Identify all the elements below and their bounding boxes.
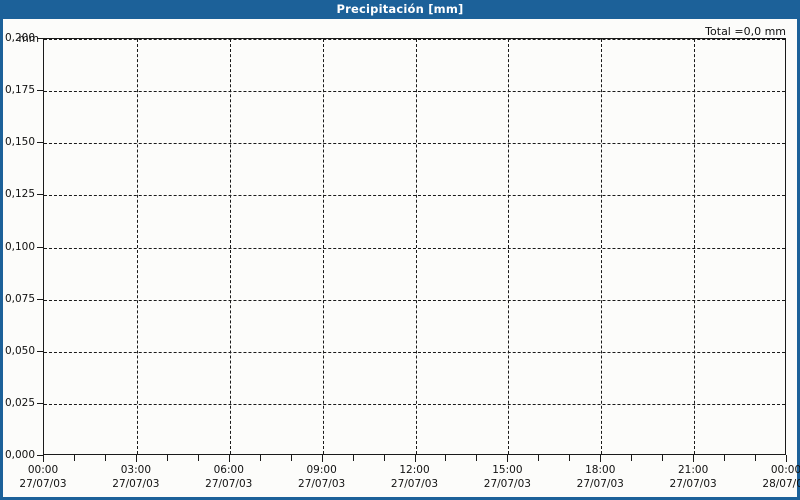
x-axis-tick-minor (104, 455, 106, 461)
page-title: Precipitación [mm] (336, 2, 464, 16)
x-axis-tick-major (786, 455, 787, 462)
x-axis-tick-minor (73, 455, 75, 461)
y-axis-tick-label: 0,075 (4, 292, 35, 305)
x-axis-tick-time: 09:00 (306, 464, 337, 476)
x-axis-tick-label: 18:00 27/07/03 (540, 463, 660, 491)
gridline-vertical (322, 39, 324, 454)
x-axis-tick-time: 15:00 (492, 464, 523, 476)
x-axis-tick-minor (290, 455, 292, 461)
gridline-horizontal (44, 247, 785, 249)
x-axis-tick-time: 18:00 (585, 464, 616, 476)
window-title-bar: Precipitación [mm] (0, 0, 800, 19)
x-axis-tick-time: 00:00 (27, 464, 59, 476)
x-axis-tick-label: 15:00 27/07/03 (447, 463, 567, 491)
gridline-vertical (136, 39, 138, 454)
x-axis-tick-time: 06:00 (213, 464, 244, 476)
x-axis-tick-minor (476, 455, 478, 461)
x-axis-tick-time: 12:00 (399, 464, 430, 476)
x-axis-tick-label: 00:00 27/07/03 (0, 463, 103, 491)
x-axis-tick-minor (197, 455, 199, 461)
x-axis-tick-major (693, 455, 695, 462)
gridline-horizontal (44, 299, 785, 301)
y-axis-tick (37, 350, 43, 352)
plot-area (43, 38, 786, 455)
x-axis-tick-time: 03:00 (120, 464, 151, 476)
x-axis-tick-date: 27/07/03 (576, 478, 624, 490)
y-axis-tick-label: 0,050 (4, 344, 35, 357)
gridline-horizontal (44, 195, 785, 197)
x-axis-tick-date: 27/07/03 (483, 478, 531, 490)
gridline-vertical (415, 39, 417, 454)
y-axis-tick-label: 0,150 (4, 136, 35, 149)
total-annotation: Total =0,0 mm (705, 25, 786, 38)
x-axis-tick-minor (755, 455, 757, 461)
x-axis-tick-major (414, 455, 416, 462)
y-axis-tick-label: 0,175 (4, 84, 35, 97)
x-axis-tick-label: 21:00 27/07/03 (633, 463, 753, 491)
gridline-horizontal (44, 39, 785, 40)
x-axis-tick-minor (631, 455, 633, 461)
x-axis-tick-date: 27/07/03 (205, 478, 253, 490)
y-axis-tick (37, 402, 43, 404)
chart-canvas: Total =0,0 mm mm 0,000 0,025 0,050 0,075 0,1… (0, 19, 800, 497)
x-axis-tick-date: 27/07/03 (112, 478, 160, 490)
x-axis-tick-major (228, 455, 230, 462)
x-axis-tick-date: 27/07/03 (390, 478, 439, 490)
x-axis-tick-minor (383, 455, 385, 461)
x-axis-tick-minor (166, 455, 168, 461)
y-axis-unit-label: mm (18, 33, 39, 45)
x-axis-tick-minor (569, 455, 571, 461)
gridline-vertical (694, 39, 696, 454)
x-axis-tick-date: 27/07/03 (298, 478, 346, 490)
x-axis-tick-minor (259, 455, 261, 461)
x-axis-tick-label: 09:00 27/07/03 (262, 463, 382, 491)
gridline-vertical (601, 39, 603, 454)
gridline-horizontal (44, 403, 785, 405)
x-axis-tick-label: 03:00 27/07/03 (76, 463, 196, 491)
x-axis-tick-minor (352, 455, 354, 461)
y-axis-tick-label: 0,200 (4, 32, 35, 44)
y-axis-tick-label: 0,025 (4, 396, 35, 409)
y-axis-tick-label: 0,100 (4, 240, 35, 253)
x-axis-tick-time: 00:00 (770, 464, 800, 476)
x-axis-tick-label: 06:00 27/07/03 (169, 463, 289, 491)
x-axis-tick-date: 27/07/03 (669, 478, 717, 490)
x-axis-tick-major (43, 455, 44, 462)
y-axis-tick (37, 142, 43, 144)
x-axis-tick-minor (724, 455, 726, 461)
x-axis-tick-major (600, 455, 602, 462)
gridline-horizontal (44, 143, 785, 145)
x-axis-tick-minor (662, 455, 664, 461)
x-axis-tick-major (321, 455, 323, 462)
y-axis-tick-label: 0,125 (4, 188, 35, 201)
x-axis-tick-label: 12:00 27/07/03 (355, 463, 475, 491)
x-axis-tick-date: 27/07/03 (19, 478, 67, 490)
gridline-vertical (508, 39, 510, 454)
y-axis-tick (37, 298, 43, 300)
x-axis-tick-time: 21:00 (677, 464, 709, 476)
y-axis-tick (37, 246, 43, 248)
gridline-horizontal (44, 351, 785, 353)
x-axis-tick-major (507, 455, 509, 462)
gridline-horizontal (44, 91, 785, 93)
y-axis-tick (37, 194, 43, 196)
y-axis-tick (37, 38, 43, 39)
x-axis-tick-label: 00:00 28/07/03 (726, 463, 800, 491)
y-axis-tick (37, 90, 43, 92)
y-axis-tick (37, 455, 43, 456)
x-axis-tick-date: 28/07/03 (762, 478, 800, 490)
x-axis-tick-minor (538, 455, 540, 461)
gridline-vertical (229, 39, 231, 454)
y-axis-tick-label: 0,000 (4, 449, 35, 461)
x-axis-tick-minor (445, 455, 447, 461)
x-axis-tick-major (135, 455, 137, 462)
